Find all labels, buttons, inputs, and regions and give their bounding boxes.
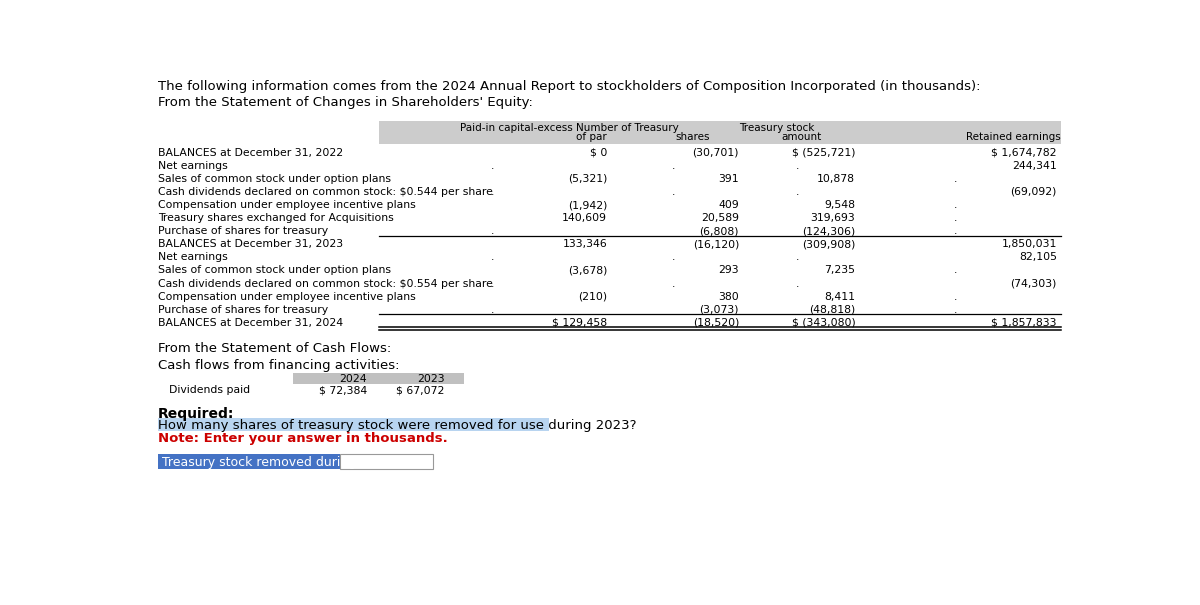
Text: 244,341: 244,341: [1012, 161, 1057, 171]
Text: Paid-in capital-excess Number of Treasury: Paid-in capital-excess Number of Treasur…: [460, 123, 679, 132]
Text: (1,942): (1,942): [568, 200, 607, 210]
Text: amount: amount: [781, 132, 821, 142]
Text: (48,818): (48,818): [809, 305, 856, 315]
Text: 82,105: 82,105: [1019, 252, 1057, 263]
Text: Net earnings: Net earnings: [157, 252, 228, 263]
Text: 9,548: 9,548: [824, 200, 856, 210]
Text: .: .: [491, 187, 494, 197]
Text: (6,808): (6,808): [700, 226, 739, 236]
Text: Compensation under employee incentive plans: Compensation under employee incentive pl…: [157, 292, 415, 302]
Text: Treasury stock removed during 2023: Treasury stock removed during 2023: [162, 456, 391, 469]
Text: (16,120): (16,120): [692, 240, 739, 249]
Text: 2024: 2024: [340, 374, 367, 384]
Text: (30,701): (30,701): [692, 148, 739, 158]
Text: How many shares of treasury stock were removed for use during 2023?: How many shares of treasury stock were r…: [157, 419, 636, 432]
Text: .: .: [491, 161, 494, 171]
Text: (3,073): (3,073): [700, 305, 739, 315]
Text: 20,589: 20,589: [701, 213, 739, 223]
Text: Cash flows from financing activities:: Cash flows from financing activities:: [157, 359, 400, 372]
Text: .: .: [954, 174, 958, 184]
Text: (3,678): (3,678): [568, 266, 607, 275]
Text: 409: 409: [719, 200, 739, 210]
Text: Purchase of shares for treasury: Purchase of shares for treasury: [157, 226, 328, 236]
Text: $ 0: $ 0: [590, 148, 607, 158]
Text: .: .: [796, 187, 799, 197]
Text: (309,908): (309,908): [802, 240, 856, 249]
Text: The following information comes from the 2024 Annual Report to stockholders of C: The following information comes from the…: [157, 80, 980, 93]
Text: 10,878: 10,878: [817, 174, 856, 184]
Text: Required:: Required:: [157, 407, 234, 421]
Text: .: .: [491, 226, 494, 236]
Text: shares: shares: [676, 132, 709, 142]
Text: Sales of common stock under option plans: Sales of common stock under option plans: [157, 266, 391, 275]
Text: Note: Enter your answer in thousands.: Note: Enter your answer in thousands.: [157, 432, 448, 445]
Text: $ 72,384: $ 72,384: [319, 385, 367, 395]
Text: 2023: 2023: [416, 374, 444, 384]
Text: 140,609: 140,609: [563, 213, 607, 223]
Text: (74,303): (74,303): [1010, 278, 1057, 289]
Text: .: .: [672, 161, 674, 171]
Text: Retained earnings: Retained earnings: [966, 132, 1061, 142]
Text: .: .: [672, 278, 674, 289]
Text: .: .: [491, 278, 494, 289]
Text: $ 129,458: $ 129,458: [552, 318, 607, 328]
Text: .: .: [954, 200, 958, 210]
Text: .: .: [954, 266, 958, 275]
Text: $ 1,674,782: $ 1,674,782: [991, 148, 1057, 158]
Text: (124,306): (124,306): [802, 226, 856, 236]
Text: $ 1,857,833: $ 1,857,833: [991, 318, 1057, 328]
Text: .: .: [491, 252, 494, 263]
Text: Cash dividends declared on common stock: $0.554 per share: Cash dividends declared on common stock:…: [157, 278, 493, 289]
Text: Sales of common stock under option plans: Sales of common stock under option plans: [157, 174, 391, 184]
Text: $ 67,072: $ 67,072: [396, 385, 444, 395]
Text: Dividends paid: Dividends paid: [169, 385, 251, 395]
Text: Purchase of shares for treasury: Purchase of shares for treasury: [157, 305, 328, 315]
Text: Treasury shares exchanged for Acquisitions: Treasury shares exchanged for Acquisitio…: [157, 213, 394, 223]
Text: of par: of par: [576, 132, 607, 142]
Text: .: .: [491, 305, 494, 315]
Bar: [293, 373, 464, 384]
Text: Cash dividends declared on common stock: $0.544 per share: Cash dividends declared on common stock:…: [157, 187, 493, 197]
Text: (69,092): (69,092): [1010, 187, 1057, 197]
Text: (5,321): (5,321): [568, 174, 607, 184]
Text: .: .: [796, 252, 799, 263]
Text: BALANCES at December 31, 2024: BALANCES at December 31, 2024: [157, 318, 343, 328]
Text: (18,520): (18,520): [692, 318, 739, 328]
Text: 7,235: 7,235: [824, 266, 856, 275]
Text: $ (343,080): $ (343,080): [792, 318, 856, 328]
Text: .: .: [954, 292, 958, 302]
Text: .: .: [796, 161, 799, 171]
Text: .: .: [796, 278, 799, 289]
Text: 380: 380: [719, 292, 739, 302]
Text: BALANCES at December 31, 2023: BALANCES at December 31, 2023: [157, 240, 343, 249]
Text: 319,693: 319,693: [810, 213, 856, 223]
Text: 391: 391: [719, 174, 739, 184]
Text: .: .: [672, 252, 674, 263]
Text: 1,850,031: 1,850,031: [1001, 240, 1057, 249]
Text: Net earnings: Net earnings: [157, 161, 228, 171]
Bar: [379, 121, 1061, 144]
Text: .: .: [954, 305, 958, 315]
Bar: [157, 418, 550, 431]
Text: 8,411: 8,411: [824, 292, 856, 302]
Text: $ (525,721): $ (525,721): [792, 148, 856, 158]
Text: .: .: [954, 226, 958, 236]
Text: .: .: [672, 187, 674, 197]
Bar: [157, 454, 340, 469]
Text: (210): (210): [578, 292, 607, 302]
Text: Treasury stock: Treasury stock: [739, 123, 815, 132]
Text: From the Statement of Changes in Shareholders' Equity:: From the Statement of Changes in Shareho…: [157, 96, 533, 109]
Text: .: .: [954, 213, 958, 223]
Text: 133,346: 133,346: [563, 240, 607, 249]
Bar: [340, 454, 433, 469]
Text: Compensation under employee incentive plans: Compensation under employee incentive pl…: [157, 200, 415, 210]
Text: 293: 293: [719, 266, 739, 275]
Text: From the Statement of Cash Flows:: From the Statement of Cash Flows:: [157, 342, 391, 355]
Text: BALANCES at December 31, 2022: BALANCES at December 31, 2022: [157, 148, 343, 158]
